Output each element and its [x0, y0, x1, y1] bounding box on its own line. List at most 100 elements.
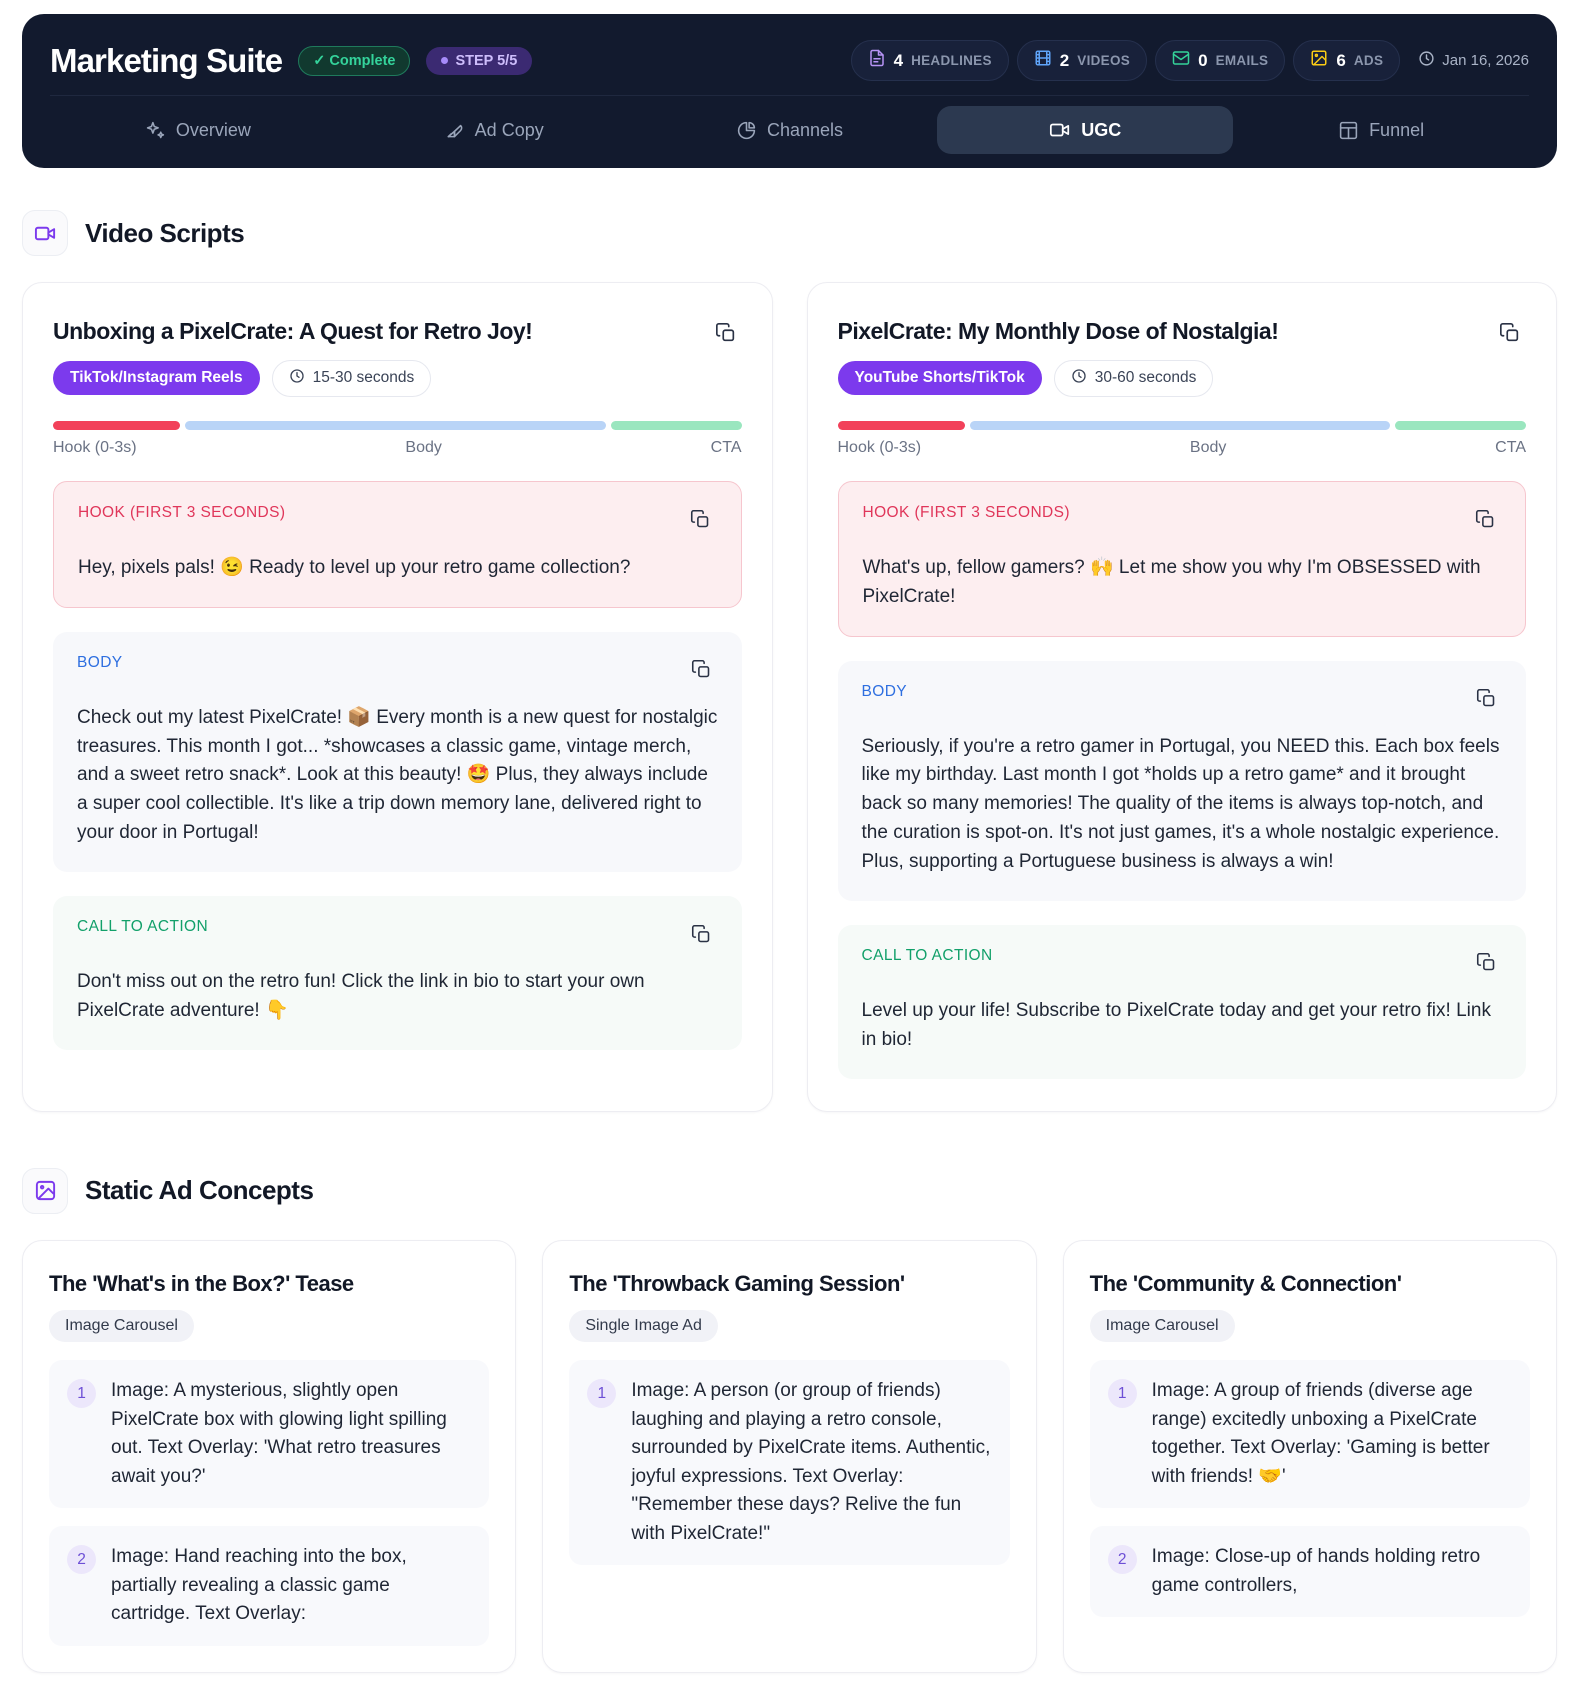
app-header: Marketing Suite ✓ Complete STEP 5/5 4 HE… — [22, 14, 1557, 168]
mail-icon — [1172, 49, 1190, 72]
status-badge-complete: ✓ Complete — [298, 45, 411, 76]
cta-text: Don't miss out on the retro fun! Click t… — [77, 971, 645, 1021]
cta-text: Level up your life! Subscribe to PixelCr… — [861, 999, 1491, 1050]
segment-label-hook: Hook (0-3s) — [53, 438, 137, 456]
segment-labels: Hook (0-3s) Body CTA — [838, 439, 1527, 457]
segment-label-hook: Hook (0-3s) — [837, 438, 922, 456]
platform-badge: YouTube Shorts/TikTok — [837, 361, 1042, 396]
video-script-card: PixelCrate: My Monthly Dose of Nostalgia… — [806, 282, 1557, 1112]
body-block: BODY Seriously, if you're a retro gamer … — [837, 660, 1526, 901]
ad-item-text: Image: A person (or group of friends) la… — [631, 1380, 991, 1544]
header-top-row: Marketing Suite ✓ Complete STEP 5/5 4 HE… — [50, 40, 1529, 81]
tab-label: Overview — [175, 119, 251, 140]
platform-badge: TikTok/Instagram Reels — [53, 361, 260, 396]
ad-format-badge: Image Carousel — [1089, 1310, 1235, 1343]
tab-funnel[interactable]: Funnel — [1233, 107, 1529, 154]
segment-label-body: Body — [1189, 438, 1227, 456]
clock-icon — [1071, 368, 1087, 389]
copy-script-button[interactable] — [1494, 317, 1526, 349]
ad-item-text: Image: Hand reaching into the box, parti… — [111, 1546, 407, 1625]
cta-block-header: CALL TO ACTION — [862, 947, 1503, 979]
tab-ad-copy[interactable]: Ad Copy — [346, 107, 642, 154]
body-text: Seriously, if you're a retro gamer in Po… — [861, 735, 1500, 873]
ad-item-number: 2 — [67, 1545, 96, 1575]
copy-body-button[interactable] — [1470, 683, 1502, 715]
body-block-header: BODY — [77, 654, 718, 686]
copy-script-button[interactable] — [710, 317, 742, 349]
clock-icon — [1418, 50, 1435, 71]
stat-chip-ads[interactable]: 6 ADS — [1293, 40, 1401, 81]
ad-item-number: 2 — [1107, 1545, 1137, 1575]
duration-badge: 15-30 seconds — [271, 359, 432, 397]
tab-overview[interactable]: Overview — [50, 107, 346, 154]
stat-label: ADS — [1353, 53, 1384, 68]
copy-hook-button[interactable] — [685, 504, 717, 536]
stat-chip-headlines[interactable]: 4 HEADLINES — [850, 40, 1009, 81]
copy-cta-button[interactable] — [686, 918, 718, 950]
clock-icon — [289, 368, 305, 389]
ad-concept-title: The 'Community & Connection' — [1089, 1270, 1402, 1296]
copy-cta-button[interactable] — [1470, 947, 1502, 979]
ad-item-text: Image: A group of friends (diverse age r… — [1151, 1380, 1490, 1487]
segment-cta — [1395, 420, 1526, 430]
segment-cta — [610, 420, 742, 430]
tab-label: Ad Copy — [474, 119, 544, 140]
tab-ugc[interactable]: UGC — [937, 106, 1234, 154]
hook-block: HOOK (FIRST 3 SECONDS) Hey, pixels pals!… — [53, 480, 742, 608]
segment-hook — [837, 420, 965, 430]
ad-item-number: 1 — [587, 1379, 617, 1409]
ad-concept-title: The 'Throwback Gaming Session' — [569, 1270, 905, 1296]
stat-label: VIDEOS — [1077, 53, 1131, 68]
stat-chip-videos[interactable]: 2 VIDEOS — [1016, 40, 1148, 81]
static-ads-grid: The 'What's in the Box?' Tease Image Car… — [22, 1239, 1557, 1673]
hook-label: HOOK (FIRST 3 SECONDS) — [862, 503, 1070, 521]
video-camera-icon — [22, 210, 68, 256]
ad-item-text: Image: A mysterious, slightly open Pixel… — [111, 1380, 447, 1487]
step-dot-icon — [441, 57, 449, 64]
ad-concept-item: 1 Image: A person (or group of friends) … — [569, 1360, 1010, 1566]
ad-concept-card: The 'Community & Connection' Image Carou… — [1062, 1239, 1557, 1673]
date-label: Jan 16, 2026 — [1442, 52, 1529, 69]
video-script-card: Unboxing a PixelCrate: A Quest for Retro… — [22, 282, 773, 1112]
ad-concept-item: 2 Image: Close-up of hands holding retro… — [1089, 1526, 1530, 1618]
tab-channels[interactable]: Channels — [642, 107, 938, 154]
pen-icon — [444, 120, 465, 141]
ad-concept-title: The 'What's in the Box?' Tease — [49, 1270, 354, 1296]
video-scripts-section-header: Video Scripts — [22, 210, 1557, 256]
body-label: BODY — [861, 682, 908, 700]
cta-block-header: CALL TO ACTION — [77, 918, 718, 950]
body-label: BODY — [77, 653, 123, 671]
document-icon — [868, 49, 886, 72]
body-text: Check out my latest PixelCrate! 📦 Every … — [77, 706, 718, 844]
ad-concept-item: 2 Image: Hand reaching into the box, par… — [49, 1526, 490, 1646]
segment-label-cta: CTA — [710, 438, 742, 456]
layout-icon — [1338, 120, 1359, 141]
ad-concept-card: The 'What's in the Box?' Tease Image Car… — [22, 1239, 517, 1673]
static-ads-section-header: Static Ad Concepts — [22, 1167, 1557, 1214]
stat-chip-emails[interactable]: 0 EMAILS — [1155, 40, 1286, 81]
hook-text: What's up, fellow gamers? 🙌 Let me show … — [862, 556, 1481, 607]
sparkles-icon — [145, 120, 166, 141]
ad-concept-card: The 'Throwback Gaming Session' Single Im… — [542, 1239, 1037, 1673]
cta-label: CALL TO ACTION — [77, 918, 209, 935]
segment-bar — [837, 420, 1526, 430]
stat-value: 2 — [1059, 50, 1070, 70]
ad-format-badge: Single Image Ad — [569, 1310, 718, 1343]
step-badge-label: STEP 5/5 — [455, 52, 518, 69]
cta-label: CALL TO ACTION — [861, 946, 993, 964]
script-title: Unboxing a PixelCrate: A Quest for Retro… — [53, 318, 533, 344]
stat-value: 0 — [1198, 50, 1208, 70]
ad-format-badge: Image Carousel — [49, 1310, 194, 1343]
copy-body-button[interactable] — [686, 654, 718, 686]
header-date: Jan 16, 2026 — [1408, 50, 1529, 71]
script-structure-bar: Hook (0-3s) Body CTA — [837, 420, 1527, 457]
segment-label-cta: CTA — [1495, 438, 1526, 456]
nav-tabs: Overview Ad Copy Channels UGC Funnel — [50, 95, 1529, 154]
stat-value: 4 — [893, 50, 904, 70]
complete-badge-label: ✓ Complete — [313, 52, 396, 69]
copy-hook-button[interactable] — [1469, 504, 1501, 536]
video-scripts-grid: Unboxing a PixelCrate: A Quest for Retro… — [22, 282, 1557, 1112]
cta-block: CALL TO ACTION Don't miss out on the ret… — [53, 896, 742, 1050]
body-block-header: BODY — [862, 683, 1503, 715]
stat-value: 6 — [1336, 50, 1346, 70]
